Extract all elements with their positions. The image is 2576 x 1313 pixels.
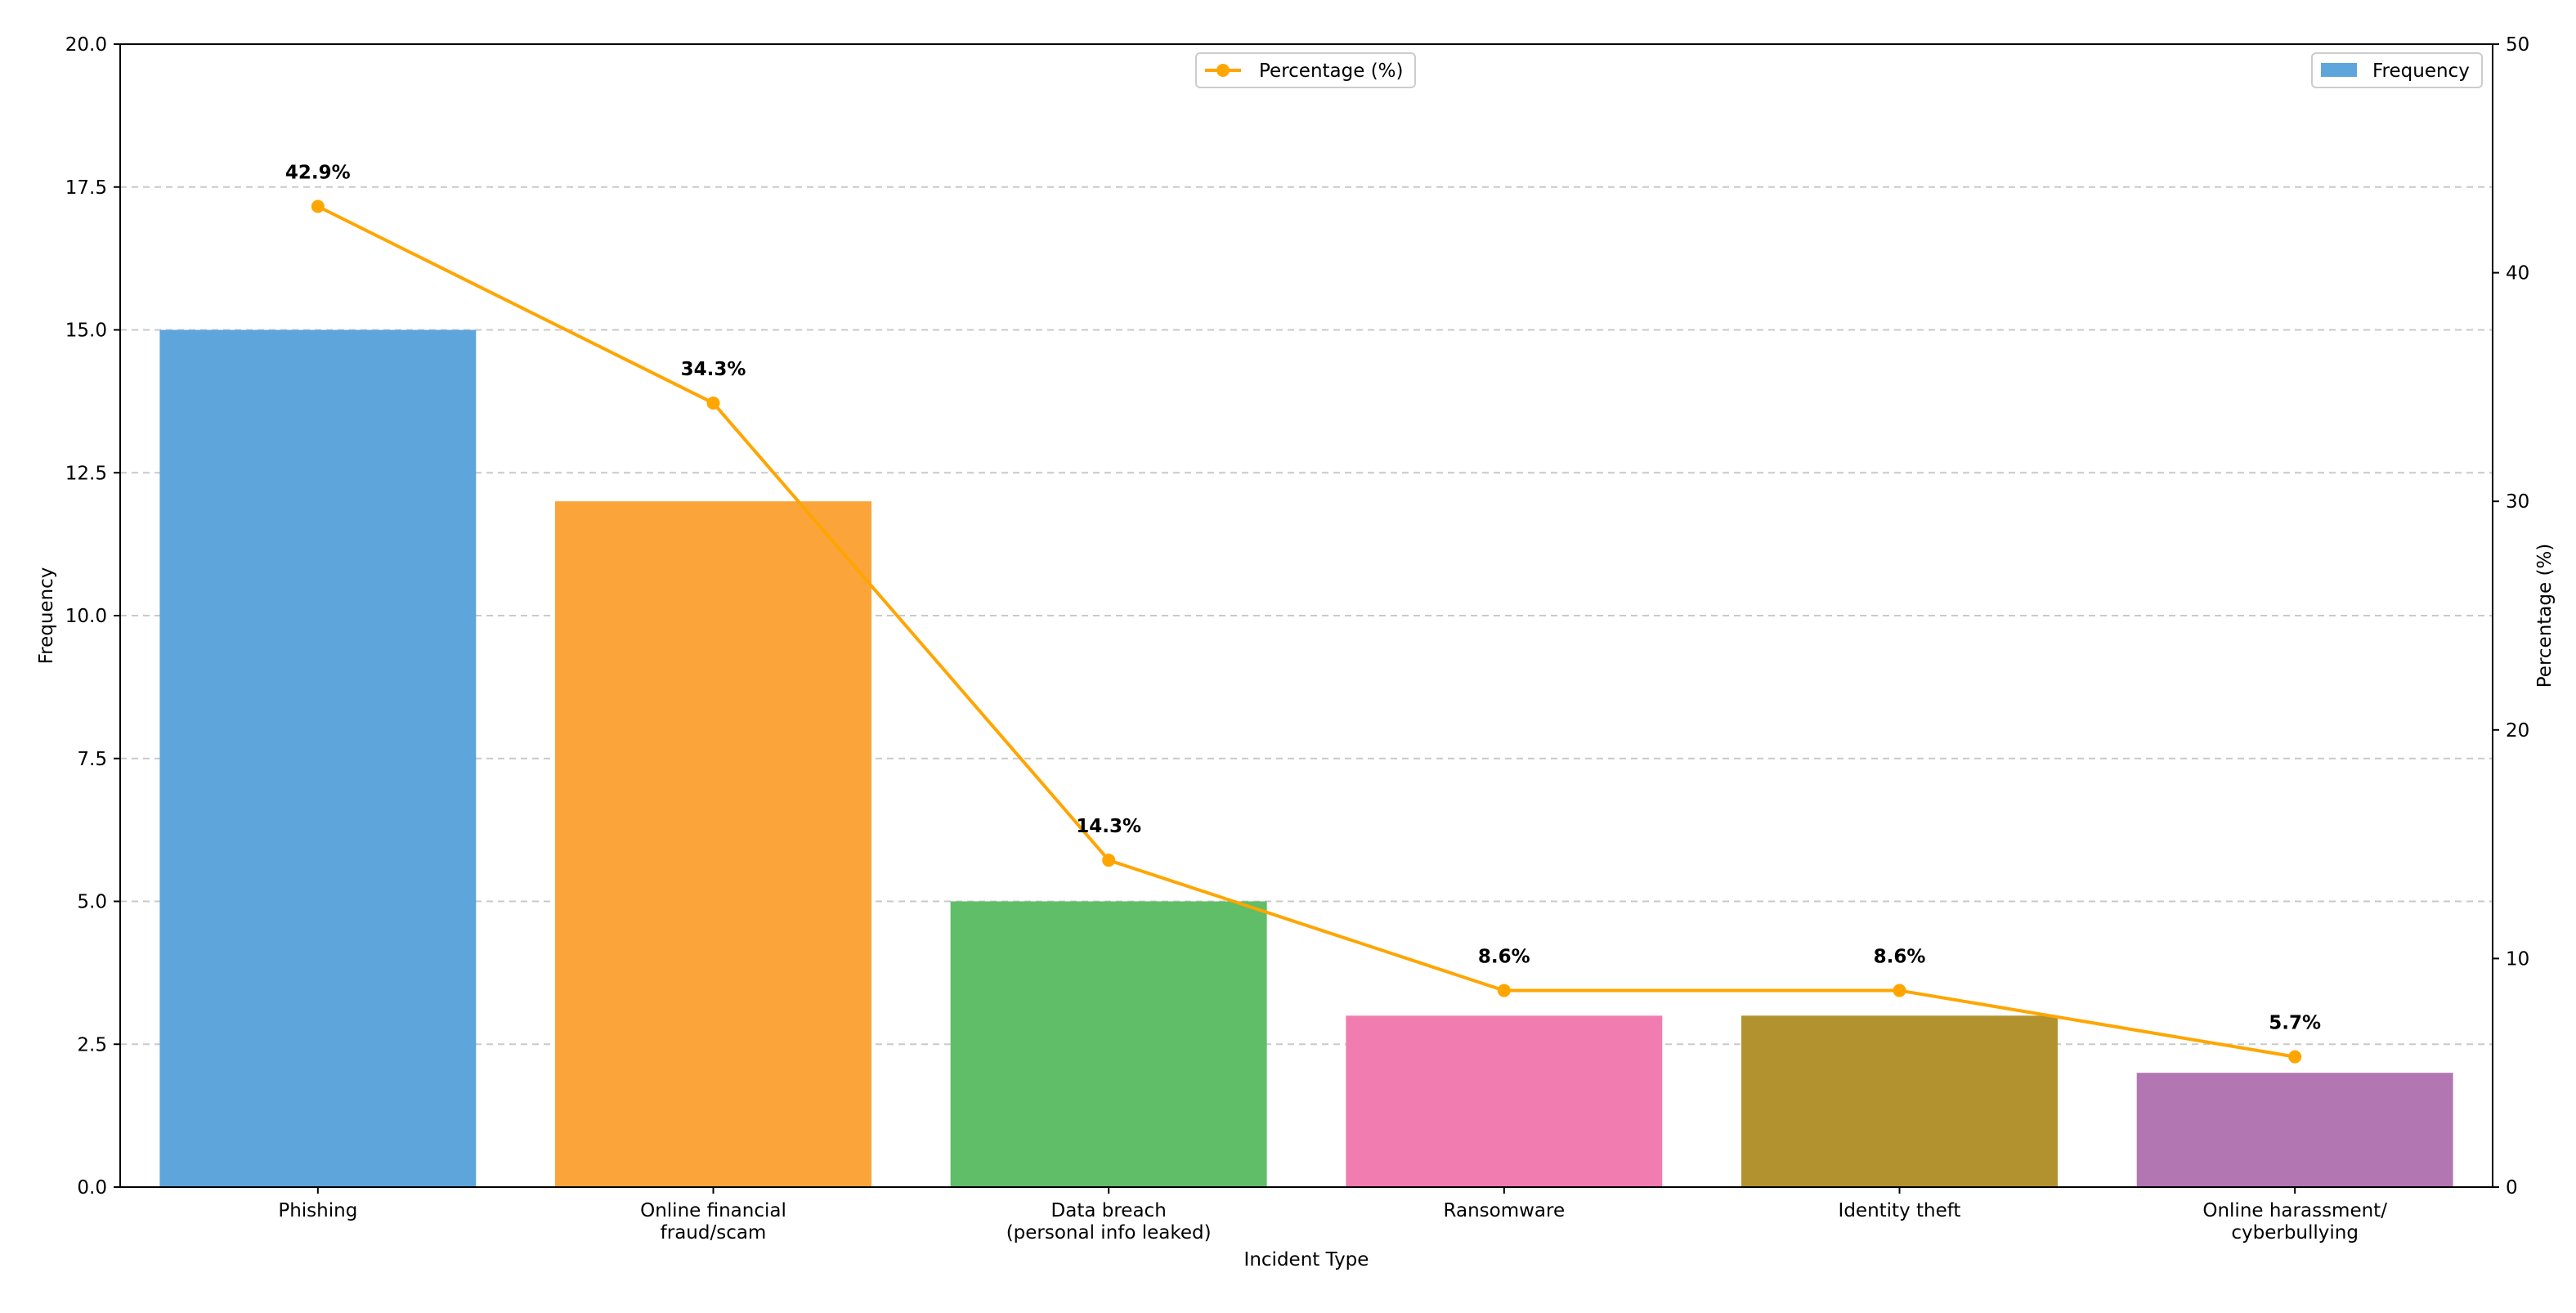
x-tick-label-1-1: fraud/scam — [661, 1222, 767, 1244]
bar-5 — [2136, 1073, 2453, 1187]
percentage-label-3: 8.6% — [1478, 947, 1530, 968]
legend-frequency-box — [2311, 52, 2483, 88]
x-tick-label-5-0: Online harassment/ — [2202, 1200, 2387, 1221]
legend-percentage: Percentage (%) — [1195, 52, 1416, 88]
legend-percentage-box — [1195, 52, 1416, 88]
y2-tick-label-3: 30 — [2506, 491, 2529, 513]
y2-tick-label-4: 40 — [2506, 263, 2529, 285]
data-labels: 42.9% 34.3% 14.3% 8.6% 8.6% 5.7% — [285, 163, 2321, 1034]
percentage-point-0 — [311, 199, 325, 213]
x-tick-label-2-0: Data breach — [1051, 1200, 1167, 1221]
legend-percentage-marker — [1216, 64, 1230, 77]
y-tick-label-4: 10.0 — [65, 606, 107, 627]
line-series — [311, 199, 2302, 1064]
bar-2 — [950, 901, 1267, 1187]
y-tick-label-7: 17.5 — [65, 177, 107, 199]
percentage-point-1 — [706, 396, 720, 410]
y2-tick-label-1: 10 — [2506, 948, 2529, 970]
y-tick-label-3: 7.5 — [77, 749, 107, 770]
percentage-point-3 — [1497, 984, 1511, 997]
x-axis-title: Incident Type — [1244, 1249, 1369, 1270]
legend-percentage-label: Percentage (%) — [1259, 60, 1404, 82]
gridlines — [120, 186, 2493, 1046]
y-tick-label-0: 0.0 — [77, 1177, 107, 1199]
legend-frequency-swatch — [2321, 63, 2357, 77]
percentage-point-5 — [2288, 1050, 2302, 1064]
y2-axis-title: Percentage (%) — [2534, 544, 2556, 688]
percentage-point-4 — [1893, 984, 1906, 997]
x-tick-label-3-0: Ransomware — [1444, 1200, 1566, 1221]
legend-frequency: Frequency — [2311, 52, 2483, 88]
x-tick-label-2-1: (personal info leaked) — [1006, 1222, 1212, 1244]
axes: 0.0 2.5 5.0 7.5 10.0 12.5 15.0 17.5 20.0 0 10 20 30 4… — [36, 34, 2556, 1270]
percentage-line — [316, 204, 2296, 1059]
x-tick-label-5-1: cyberbullying — [2231, 1222, 2359, 1244]
bar-series — [159, 329, 2453, 1187]
y-tick-label-1: 2.5 — [77, 1034, 107, 1055]
y-tick-label-5: 12.5 — [65, 463, 107, 484]
y-tick-label-8: 20.0 — [65, 34, 107, 56]
bar-4 — [1741, 1015, 2058, 1187]
percentage-label-0: 42.9% — [285, 163, 351, 184]
y-axis-title: Frequency — [36, 567, 57, 665]
legend-frequency-label: Frequency — [2372, 60, 2470, 82]
y-tick-label-6: 15.0 — [65, 320, 107, 342]
y2-tick-label-2: 20 — [2506, 720, 2529, 742]
percentage-label-5: 5.7% — [2269, 1013, 2321, 1034]
percentage-label-2: 14.3% — [1076, 816, 1141, 837]
x-tick-label-1-0: Online financial — [640, 1200, 786, 1221]
bar-1 — [555, 501, 871, 1187]
percentage-label-1: 34.3% — [681, 359, 746, 380]
x-tick-label-0-0: Phishing — [278, 1200, 357, 1221]
bar-0 — [159, 329, 477, 1187]
legends: Percentage (%) Frequency — [1195, 52, 2483, 88]
bar-3 — [1346, 1015, 1663, 1187]
y-tick-label-2: 5.0 — [77, 892, 107, 913]
percentage-label-4: 8.6% — [1874, 947, 1926, 968]
x-tick-label-4-0: Identity theft — [1839, 1200, 1961, 1221]
y2-tick-label-5: 50 — [2506, 34, 2529, 56]
y2-tick-label-0: 0 — [2506, 1177, 2518, 1199]
percentage-point-2 — [1102, 854, 1116, 867]
